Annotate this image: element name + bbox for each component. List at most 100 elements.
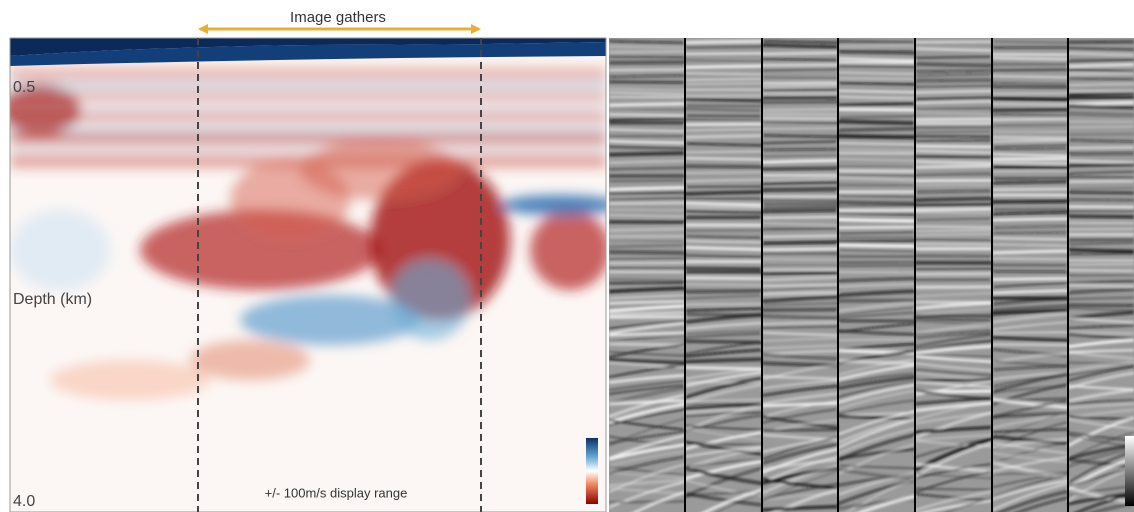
reflection [609,55,686,59]
reflection [684,150,763,154]
reflection [837,64,916,68]
reflection [609,238,686,242]
reflection [991,113,1069,118]
reflection [684,431,763,451]
reflection [837,44,916,48]
reflection [609,333,686,344]
reflection [837,217,916,223]
reflection [837,416,916,445]
reflection [991,53,1069,56]
reflection [1067,187,1134,190]
reflection [761,408,839,424]
reflection [837,194,916,198]
reflection [684,276,763,281]
reflection [837,77,916,80]
layer [10,83,606,89]
reflection [1067,83,1134,87]
reflection [837,243,916,248]
reflection [684,403,763,432]
reflection [609,278,686,282]
anomaly [10,210,110,290]
reflection [914,69,993,73]
reflection [914,339,993,353]
reflection [609,385,686,406]
reflection [609,481,686,509]
reflection [944,497,993,512]
reflection [761,222,839,226]
reflection [991,96,1069,102]
reflection [684,459,763,481]
reflection [609,399,686,406]
velocity-panel [10,38,606,512]
reflection [991,68,1069,72]
reflection [914,396,993,406]
reflection [609,102,686,107]
reflection [837,381,916,399]
layer [10,133,606,140]
reflection [684,383,763,405]
reflection [609,128,686,133]
reflection [914,144,993,149]
reflection [914,463,993,479]
reflection [684,240,763,244]
reflection [1067,296,1134,301]
reflection [914,47,993,52]
reflection [609,487,686,495]
reflection [914,238,993,243]
reflection [1067,280,1134,284]
reflection [991,312,1069,324]
reflection [1067,263,1134,266]
reflection [761,442,839,465]
reflection [914,332,993,339]
reflection [991,107,1069,113]
reflection [914,217,993,221]
reflection [914,207,993,212]
anomaly [530,210,606,290]
reflection [609,342,686,347]
reflection [761,505,839,512]
reflection [837,358,916,376]
reflection [991,364,1069,371]
reflection [684,59,763,63]
reflection [609,159,686,164]
reflection [914,378,993,383]
reflection [609,320,686,330]
reflection [684,171,763,174]
reflection [684,321,763,331]
reflection [991,249,1069,255]
reflection [761,84,839,88]
colorbar [586,438,598,504]
reflection [609,209,686,211]
reflection [1067,125,1134,129]
reflection [991,75,1069,79]
reflection [1067,68,1134,73]
reflection [761,267,839,272]
reflection [991,199,1069,204]
reflection [684,492,763,507]
reflection [991,308,1069,316]
reflection [1067,71,1134,76]
reflection [914,301,993,311]
reflection [991,452,1069,463]
reflection [991,437,1069,450]
reflection [837,329,916,336]
reflection [761,181,839,185]
reflection [991,117,1069,121]
reflection [1016,496,1069,512]
reflection [761,120,839,124]
reflection [609,343,686,358]
reflection [1067,63,1134,68]
reflection [921,499,993,512]
reflection [761,352,839,361]
reflection [914,243,993,246]
reflection [761,68,839,72]
reflection [761,482,839,501]
reflection [761,379,839,390]
reflection [609,500,686,504]
reflection [991,471,1069,476]
reflection [837,127,916,132]
reflection [914,40,993,44]
depth-bottom: 4.0 [13,493,35,510]
reflection [991,161,1069,165]
